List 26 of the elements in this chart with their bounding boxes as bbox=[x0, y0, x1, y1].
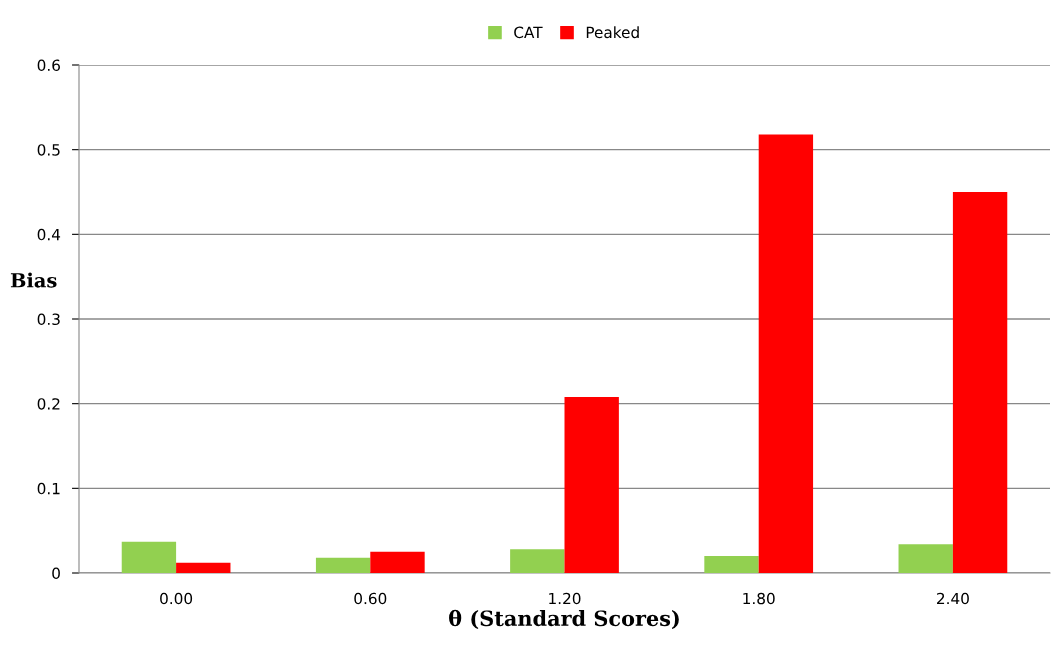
bar bbox=[898, 544, 953, 573]
bar bbox=[510, 549, 565, 573]
y-tick-label: 0 bbox=[52, 567, 60, 580]
x-tick-label: 1.80 bbox=[743, 592, 775, 605]
y-tick-label: 0.2 bbox=[37, 398, 60, 410]
y-tick-label: 0.1 bbox=[37, 482, 60, 495]
bar bbox=[370, 551, 425, 573]
bar bbox=[121, 541, 177, 573]
y-axis-title: Bias bbox=[10, 272, 57, 288]
y-tick-label: 0.5 bbox=[37, 144, 60, 156]
bar bbox=[704, 556, 759, 573]
legend-label: Peaked bbox=[586, 26, 639, 39]
x-tick-label: 1.20 bbox=[549, 592, 581, 605]
bar bbox=[176, 562, 231, 573]
x-tick-label: 0.00 bbox=[160, 592, 193, 605]
y-tick-label: 0.6 bbox=[37, 59, 60, 72]
x-axis-title: θ (Standard Scores) bbox=[449, 609, 679, 630]
y-tick-label: 0.4 bbox=[37, 228, 61, 241]
x-tick-label: 0.60 bbox=[354, 592, 387, 605]
bar bbox=[564, 396, 619, 573]
y-tick-label: 0.3 bbox=[37, 313, 60, 326]
bar bbox=[952, 192, 1008, 573]
legend-label: CAT bbox=[514, 26, 543, 39]
x-tick-label: 2.40 bbox=[937, 592, 969, 605]
bar bbox=[315, 557, 371, 573]
bar bbox=[758, 134, 814, 573]
